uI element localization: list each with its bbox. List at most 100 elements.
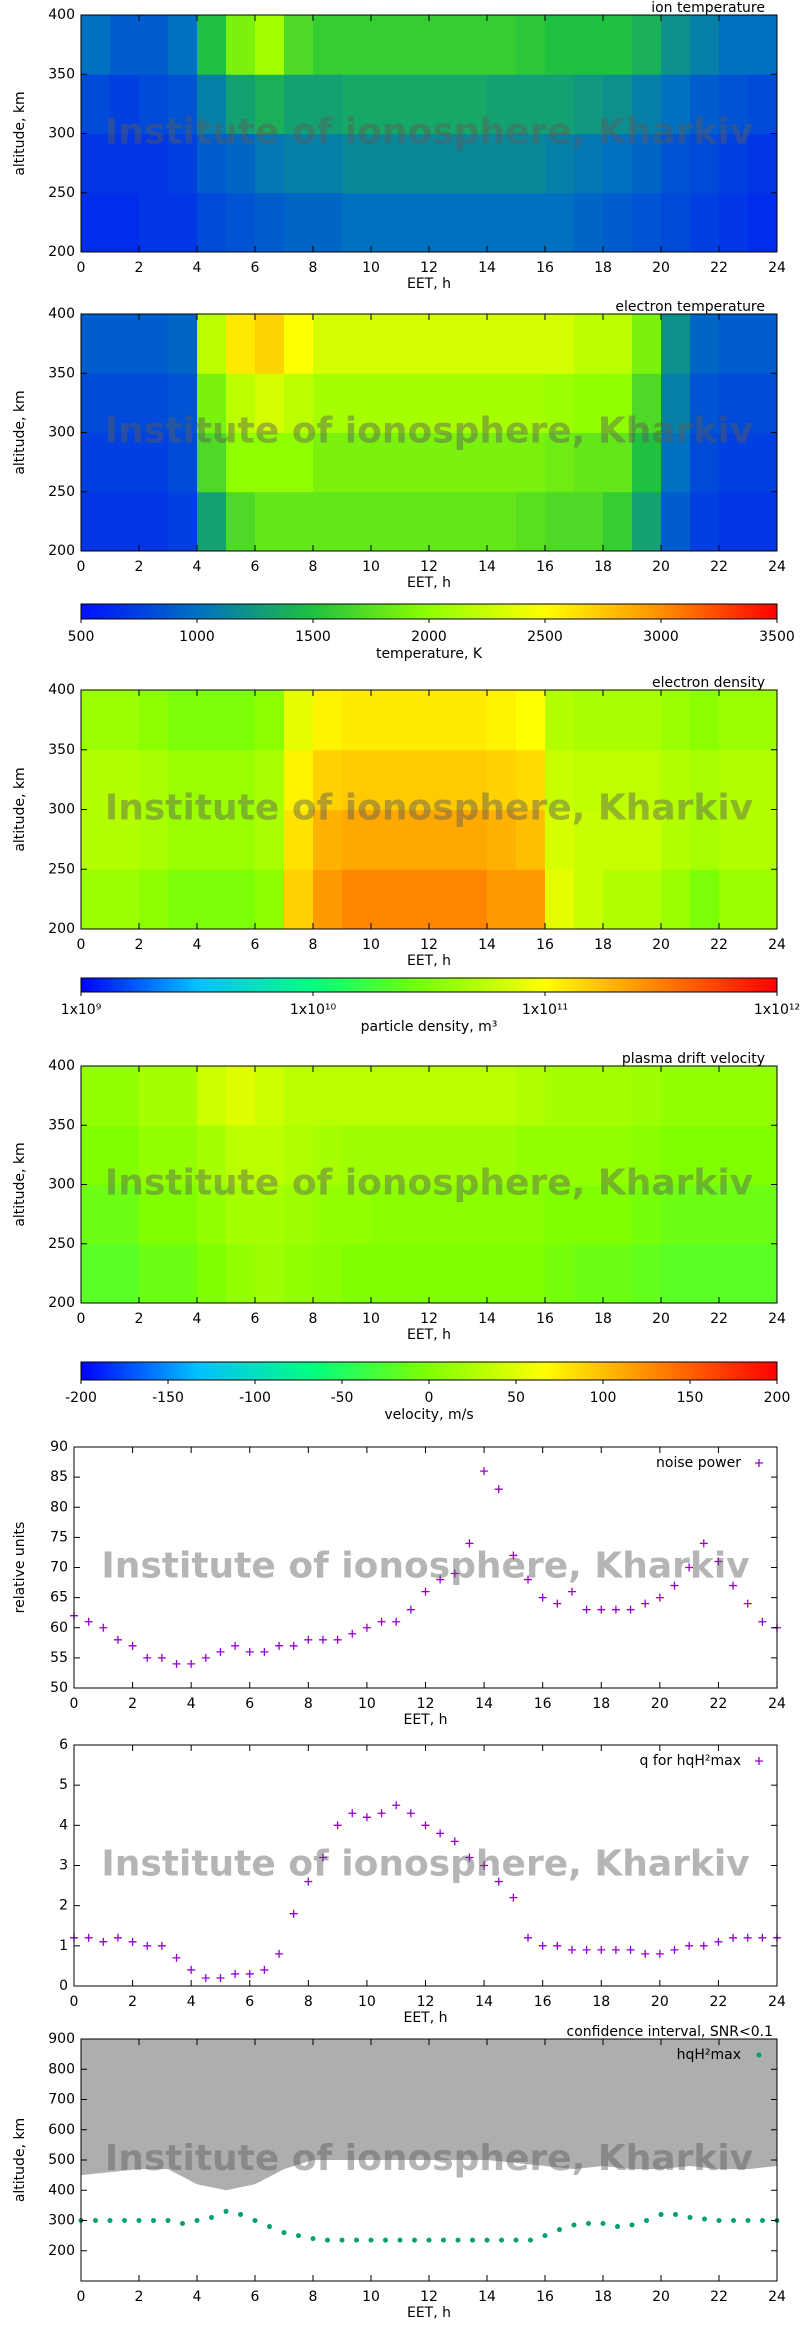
heatmap-cell [371, 133, 401, 194]
colorbar [80, 977, 778, 993]
x-tick-label: 2 [135, 937, 144, 953]
heatmap-cell [400, 432, 430, 493]
x-tick-label: 2 [135, 559, 144, 575]
heatmap-cell [719, 690, 749, 751]
data-point [180, 2221, 185, 2227]
heatmap-cell [574, 192, 604, 253]
heatmap-cell [690, 192, 720, 253]
heatmap-cell [661, 869, 691, 930]
watermark: Institute of ionosphere, Kharkiv [101, 1546, 749, 1587]
heatmap-cell [661, 192, 691, 253]
y-tick-label: 200 [48, 1295, 75, 1311]
y-tick-label: 600 [48, 2122, 75, 2138]
heatmap-cell [458, 373, 488, 433]
x-tick-label: 18 [594, 559, 612, 575]
x-tick-label: 14 [478, 937, 496, 953]
data-point [542, 2233, 548, 2239]
heatmap-cell [661, 749, 691, 810]
heatmap-cell [632, 192, 662, 253]
data-point [122, 2218, 127, 2223]
x-tick-label: 24 [768, 2289, 786, 2305]
heatmap-cell [748, 373, 778, 433]
colorbar-tick-label: 3500 [759, 629, 795, 645]
heatmap-cell [197, 314, 227, 374]
heatmap-cell [371, 491, 401, 552]
heatmap-cell [545, 314, 575, 374]
data-point [426, 2237, 432, 2243]
data-point [641, 1599, 650, 1608]
heatmap-cell [458, 1243, 488, 1304]
heatmap-cell [690, 1243, 720, 1304]
heatmap-cell [748, 749, 778, 810]
colorbar [80, 1361, 778, 1381]
heatmap-cell [429, 1184, 459, 1245]
heatmap-cell [748, 74, 778, 134]
data-point [499, 2237, 504, 2243]
heatmap-cell [516, 74, 546, 134]
y-tick-label: 350 [48, 66, 75, 82]
data-point [714, 1937, 723, 1946]
data-point [597, 1945, 606, 1954]
x-tick-label: 16 [536, 260, 554, 276]
data-point [310, 2236, 316, 2242]
heatmap-cell [313, 373, 343, 433]
x-tick-label: 4 [193, 260, 202, 276]
chart-title: electron temperature [615, 299, 765, 315]
heatmap-cell [139, 314, 169, 374]
data-point [509, 1551, 518, 1560]
heatmap-cell [632, 133, 662, 194]
data-point [136, 2218, 142, 2223]
heatmap-cell [284, 1243, 314, 1304]
heatmap-cell [313, 1184, 343, 1245]
y-tick-label: 350 [48, 742, 75, 758]
heatmap-cell [371, 690, 401, 751]
heatmap-cell [139, 1125, 169, 1185]
heatmap-cell [110, 373, 140, 433]
heatmap-cell [719, 1066, 749, 1126]
heatmap-cell [255, 314, 285, 374]
heatmap-cell [661, 133, 691, 194]
y-tick-label: 3 [59, 1858, 68, 1874]
x-tick-label: 14 [475, 1696, 493, 1712]
x-tick-label: 8 [309, 2289, 318, 2305]
heatmap-cell [110, 1184, 140, 1245]
data-point [113, 1933, 122, 1942]
heatmap-cell [81, 869, 111, 930]
x-tick-label: 6 [251, 1311, 260, 1327]
heatmap-cell [81, 15, 111, 75]
heatmap-cell [603, 690, 633, 751]
data-point [318, 1635, 327, 1644]
heatmap-cell [313, 491, 343, 552]
heatmap-cell [516, 1243, 546, 1304]
colorbar-tick-label: -50 [331, 1390, 354, 1406]
heatmap-cell [458, 192, 488, 253]
heatmap-cell [255, 491, 285, 552]
heatmap-cell [487, 74, 517, 134]
y-tick-label: 5 [59, 1777, 68, 1793]
data-point [143, 1653, 152, 1662]
heatmap-cell [719, 809, 749, 870]
x-tick-label: 6 [245, 1696, 254, 1712]
heatmap-cell [719, 869, 749, 930]
x-tick-label: 22 [710, 1696, 728, 1712]
heatmap-cell [371, 74, 401, 134]
heatmap-cell [748, 1125, 778, 1185]
heatmap-cell [632, 809, 662, 870]
heatmap-cell [81, 491, 111, 552]
data-point [465, 1853, 474, 1862]
y-tick-label: 6 [59, 1737, 68, 1753]
heatmap-cell [226, 373, 256, 433]
heatmap-cell [574, 869, 604, 930]
heatmap-cell [313, 15, 343, 75]
data-point [731, 2218, 736, 2223]
heatmap-cell [690, 1066, 720, 1126]
data-point [582, 1605, 591, 1614]
heatmap-cell [574, 690, 604, 751]
heatmap-cell [632, 314, 662, 374]
x-tick-label: 18 [592, 1696, 610, 1712]
heatmap-cell [603, 133, 633, 194]
colorbar-tick-label: 1500 [295, 629, 331, 645]
y-tick-label: 250 [48, 185, 75, 201]
heatmap-cell [284, 314, 314, 374]
heatmap-cell [81, 809, 111, 870]
